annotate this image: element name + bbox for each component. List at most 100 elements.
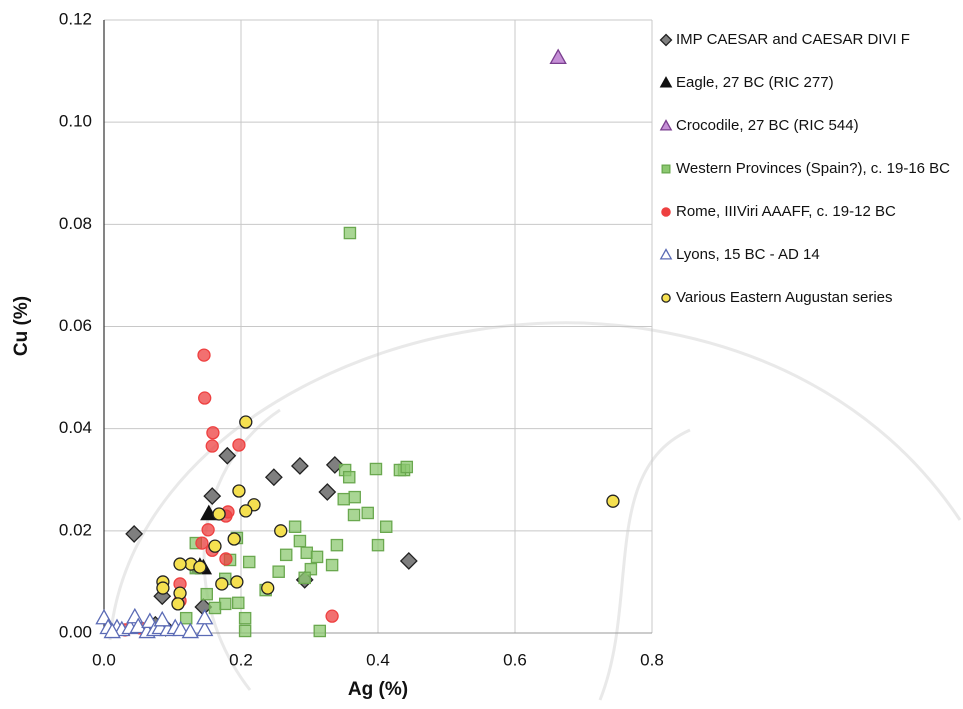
point — [325, 609, 339, 623]
y-tick-label: 0.12 — [59, 9, 92, 28]
point — [173, 557, 187, 571]
point — [300, 546, 314, 560]
point — [343, 226, 357, 240]
y-axis-title: Cu (%) — [11, 296, 32, 356]
grid — [103, 19, 653, 634]
point — [200, 587, 213, 601]
x-tick-label: 0.8 — [640, 650, 664, 669]
point — [279, 548, 293, 562]
point — [369, 462, 383, 476]
point — [203, 487, 222, 506]
point — [125, 524, 144, 543]
point — [264, 468, 283, 487]
point — [156, 581, 170, 595]
y-tick-label: 0.06 — [59, 316, 92, 335]
y-tick-label: 0.02 — [59, 520, 92, 539]
point — [361, 506, 374, 520]
point — [261, 581, 275, 595]
point — [172, 620, 190, 637]
point — [195, 608, 214, 625]
point — [195, 620, 214, 637]
legend-label: Western Provinces (Spain?), c. 19-16 BC — [676, 160, 950, 177]
point — [171, 597, 185, 611]
point — [400, 460, 414, 474]
point — [230, 575, 244, 589]
point — [103, 622, 121, 639]
point — [238, 624, 252, 638]
legend-marker — [659, 248, 673, 260]
point — [379, 520, 393, 533]
point — [215, 577, 229, 591]
legend-label: Various Eastern Augustan series — [676, 289, 893, 306]
x-tick-label: 0.2 — [229, 650, 253, 669]
point — [606, 494, 620, 508]
point — [129, 617, 147, 634]
point — [126, 607, 144, 624]
point — [181, 622, 200, 639]
point — [239, 504, 253, 518]
point — [330, 538, 344, 552]
legend-label: Crocodile, 27 BC (RIC 544) — [676, 117, 859, 134]
point — [242, 555, 256, 569]
x-tick-label: 0.6 — [503, 650, 527, 669]
point — [173, 586, 187, 600]
legend-marker — [659, 119, 673, 131]
x-tick-label: 0.4 — [366, 650, 390, 669]
legend-marker — [661, 164, 671, 174]
point — [197, 348, 211, 362]
point — [310, 550, 324, 564]
point — [342, 470, 356, 484]
point — [288, 520, 302, 533]
point — [371, 538, 385, 552]
point — [232, 438, 246, 452]
point — [232, 484, 246, 498]
point — [399, 552, 418, 570]
point — [179, 611, 193, 625]
y-tick-label: 0.00 — [59, 622, 92, 641]
legend-marker — [661, 293, 671, 303]
legend-label: Eagle, 27 BC (RIC 277) — [676, 74, 834, 91]
point — [313, 624, 327, 638]
x-tick-label: 0.0 — [92, 650, 116, 669]
point — [219, 552, 233, 566]
point — [274, 524, 288, 538]
point — [238, 611, 252, 625]
point — [208, 601, 222, 615]
y-tick-label: 0.08 — [59, 214, 92, 233]
point — [290, 457, 309, 475]
y-tick-label: 0.04 — [59, 418, 92, 437]
point — [348, 490, 361, 504]
point — [549, 48, 567, 65]
watermark — [108, 321, 962, 701]
point — [298, 571, 311, 585]
point — [193, 560, 207, 574]
legend-label: Lyons, 15 BC - AD 14 — [676, 246, 820, 263]
point — [239, 415, 253, 429]
point — [195, 536, 209, 550]
point — [232, 596, 245, 610]
point — [272, 565, 285, 578]
point — [205, 439, 219, 453]
point — [325, 558, 339, 572]
point — [218, 446, 237, 465]
legend-label: IMP CAESAR and CAESAR DIVI F — [676, 31, 910, 48]
x-axis-title: Ag (%) — [348, 679, 408, 700]
point — [208, 539, 222, 553]
point — [227, 532, 241, 546]
point — [212, 507, 226, 521]
point — [201, 523, 215, 537]
point — [206, 426, 220, 440]
point — [325, 456, 344, 474]
point — [293, 534, 307, 548]
legend-marker — [659, 76, 673, 88]
point — [198, 391, 212, 405]
point — [337, 492, 350, 506]
legend-marker — [661, 207, 671, 217]
point — [347, 508, 361, 522]
legend-label: Rome, IIIViri AAAFF, c. 19-12 BC — [676, 203, 896, 220]
point — [218, 597, 232, 611]
legend-marker — [659, 33, 673, 47]
point — [153, 610, 171, 627]
point — [318, 483, 337, 501]
